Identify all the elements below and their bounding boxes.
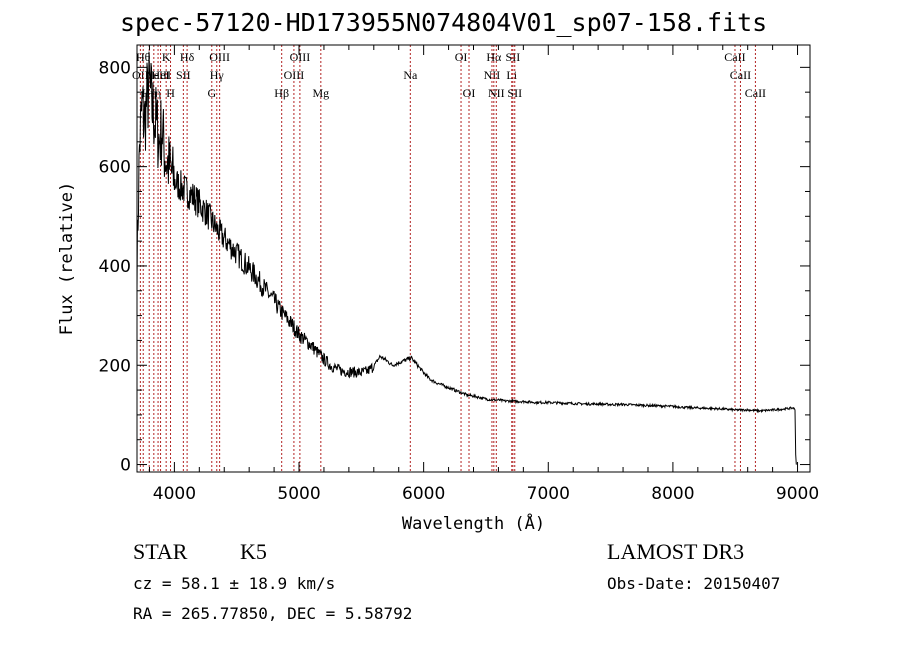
y-tick-label: 800 (99, 58, 131, 78)
x-tick-label: 4000 (153, 484, 196, 504)
plot-axes: 4000 5000 6000 7000 8000 9000 0 200 400 600 800 Wav… (57, 44, 819, 534)
line-label: OIII (209, 50, 230, 64)
y-tick-label: 400 (99, 257, 131, 277)
survey-label: LAMOST DR3 (607, 539, 745, 564)
line-label: Hα (486, 50, 502, 64)
line-label: CaII (730, 68, 751, 82)
line-label: H (166, 86, 175, 100)
line-label: SII (506, 50, 521, 64)
line-label: OIII (284, 68, 305, 82)
line-label: OI (463, 86, 476, 100)
line-label: Na (403, 68, 418, 82)
x-tick-label: 5000 (277, 484, 320, 504)
x-tick-label: 9000 (776, 484, 819, 504)
line-label: OII (132, 68, 149, 82)
line-label: CaII (724, 50, 745, 64)
object-subclass: K5 (240, 539, 267, 564)
y-tick-label: 200 (99, 356, 131, 376)
line-label: Hβ (274, 86, 289, 100)
redshift-readout: cz = 58.1 ± 18.9 km/s (133, 574, 336, 593)
line-label: G (207, 86, 216, 100)
line-label: Hγ (210, 68, 225, 82)
spectrum-series (136, 51, 797, 465)
x-tick-label: 8000 (651, 484, 694, 504)
line-label: Li (506, 68, 517, 82)
line-label: OIII (290, 50, 311, 64)
line-label: CaII (745, 86, 766, 100)
line-label: K (162, 50, 171, 64)
object-class: STAR (133, 539, 188, 564)
coordinates-readout: RA = 265.77850, DEC = 5.58792 (133, 604, 413, 623)
line-label: NII (488, 86, 505, 100)
line-label: SII (507, 86, 522, 100)
x-tick-label: 6000 (402, 484, 445, 504)
line-label: OI (455, 50, 468, 64)
chart-title: spec-57120-HD173955N074804V01_sp07-158.f… (120, 8, 768, 37)
line-label: Mg (312, 86, 329, 100)
line-label: Hδ (180, 50, 195, 64)
line-label: SII (176, 68, 191, 82)
x-tick-label: 7000 (527, 484, 570, 504)
x-axis-label: Wavelength (Å) (402, 512, 545, 534)
y-tick-label: 0 (120, 456, 131, 476)
line-label: NII (484, 68, 501, 82)
spectrum-line (136, 51, 797, 465)
line-label: Hθ (136, 50, 151, 64)
emission-line-markers: OIIHθHηHηNeIIIHeIKHSIIHδGHγOIIIHβOIIIOII… (132, 45, 766, 472)
y-tick-label: 600 (99, 158, 131, 178)
line-label: HeI (152, 68, 170, 82)
y-axis-label: Flux (relative) (57, 182, 77, 336)
observation-date: Obs-Date: 20150407 (607, 574, 781, 593)
